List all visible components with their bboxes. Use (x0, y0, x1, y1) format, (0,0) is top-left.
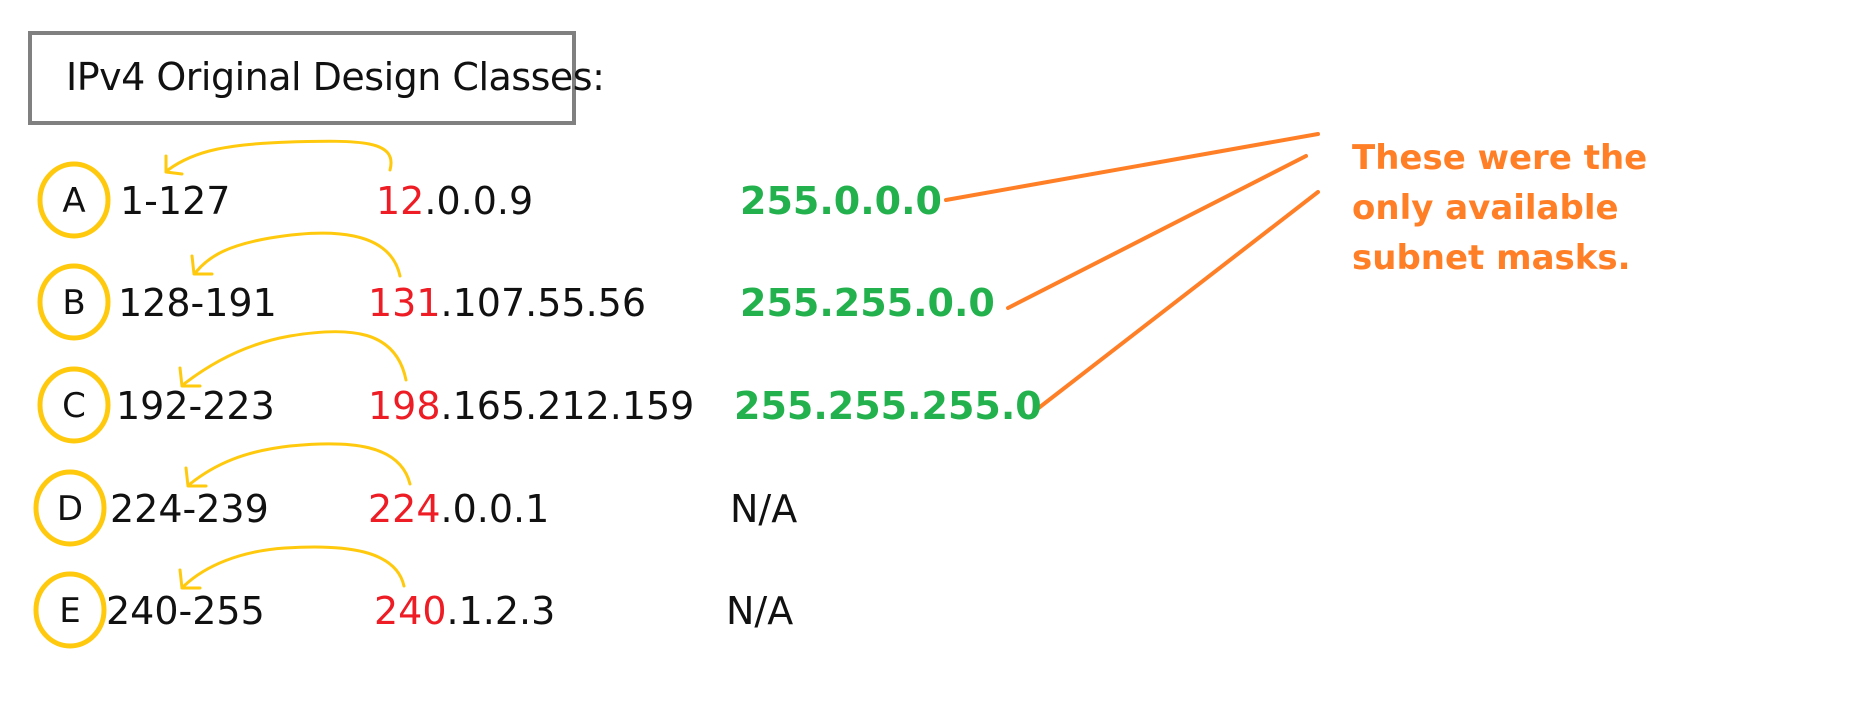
class-a-example: 12.0.0.9 (376, 182, 533, 220)
class-a-rest-octets: .0.0.9 (424, 179, 534, 223)
class-b-range: 128-191 (118, 281, 277, 325)
class-e-arrowhead (178, 568, 202, 590)
class-b-arrow (194, 231, 402, 278)
class-letter-e: E (59, 591, 81, 631)
diagram-title: IPv4 Original Design Classes: (66, 55, 605, 99)
class-c-arrow (182, 330, 408, 386)
class-a-arrow (166, 139, 393, 172)
class-d-arrow (188, 442, 412, 486)
pointer-line-class-c (1034, 190, 1320, 412)
class-d-rest-octets: .0.0.1 (440, 487, 550, 531)
class-d-first-octet: 224 (368, 487, 441, 531)
class-d-example: 224.0.0.1 (368, 490, 549, 528)
class-b-rest-octets: .107.55.56 (440, 281, 647, 325)
class-c-example: 198.165.212.159 (368, 387, 694, 425)
class-a-mask: 255.0.0.0 (740, 179, 942, 223)
class-c-arrowhead (178, 366, 202, 388)
class-c-mask: 255.255.255.0 (734, 384, 1042, 428)
class-e-example: 240.1.2.3 (374, 592, 555, 630)
class-e-first-octet: 240 (374, 589, 447, 633)
class-b-first-octet: 131 (368, 281, 441, 325)
class-e-mask: N/A (726, 589, 794, 633)
title-box: IPv4 Original Design Classes: (28, 31, 605, 125)
class-c-circle (37, 366, 111, 444)
note-line-3: subnet masks. (1352, 238, 1631, 278)
note-line-1: These were the (1352, 138, 1648, 178)
class-letter-d: D (56, 489, 84, 529)
class-a-arrowhead (164, 154, 184, 176)
class-e-circle (33, 571, 107, 649)
class-a-circle (37, 161, 111, 239)
pointer-line-class-a (944, 132, 1320, 202)
pointer-line-class-b (1006, 154, 1308, 310)
class-d-circle (33, 469, 107, 547)
class-a-range: 1-127 (120, 179, 231, 223)
class-b-mask: 255.255.0.0 (740, 281, 995, 325)
class-c-first-octet: 198 (368, 384, 441, 428)
class-b-arrowhead (190, 254, 214, 276)
class-letter-b: B (62, 283, 86, 323)
class-d-arrowhead (184, 466, 208, 488)
class-b-example: 131.107.55.56 (368, 284, 646, 322)
class-c-range: 192-223 (116, 384, 275, 428)
class-d-range: 224-239 (110, 487, 269, 531)
class-e-arrow (182, 545, 406, 588)
class-letter-a: A (62, 181, 86, 221)
subnet-mask-note: These were the only available subnet mas… (1352, 133, 1772, 283)
class-letter-c: C (62, 386, 86, 426)
class-d-mask: N/A (730, 487, 798, 531)
class-b-circle (37, 263, 111, 341)
note-line-2: only available (1352, 188, 1619, 228)
class-e-range: 240-255 (106, 589, 265, 633)
class-e-rest-octets: .1.2.3 (446, 589, 556, 633)
class-a-first-octet: 12 (376, 179, 425, 223)
class-c-rest-octets: .165.212.159 (440, 384, 695, 428)
